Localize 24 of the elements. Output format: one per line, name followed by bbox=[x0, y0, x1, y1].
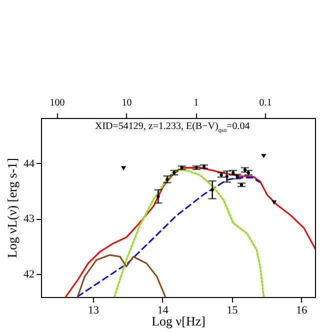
point bbox=[225, 174, 228, 178]
point bbox=[121, 166, 126, 170]
line-series bbox=[77, 176, 260, 297]
y-tick-label: 44 bbox=[24, 158, 35, 170]
line-series bbox=[77, 254, 166, 297]
x2-tick-label: 100 bbox=[50, 98, 65, 108]
point bbox=[261, 154, 266, 158]
x2-tick-label: 0.1 bbox=[259, 98, 272, 108]
x-tick-label: 16 bbox=[296, 304, 308, 316]
x-tick-label: 13 bbox=[88, 304, 100, 316]
point bbox=[210, 188, 214, 192]
annotation: XID=54129, z=1.233, E(B−V)$_{qso}$=0.04 bbox=[95, 121, 250, 134]
x2-tick-label: 1 bbox=[194, 98, 199, 108]
point bbox=[156, 194, 160, 198]
y-tick-label: 43 bbox=[24, 213, 35, 226]
x2-tick-label: 10 bbox=[122, 98, 132, 108]
point bbox=[272, 200, 277, 205]
y-tick-label: 42 bbox=[24, 268, 34, 280]
y-axis-title: Log νL(ν) [erg s-1] bbox=[4, 158, 20, 258]
x-tick-label: 14 bbox=[157, 304, 169, 316]
line-series bbox=[65, 166, 315, 297]
line-series bbox=[114, 168, 265, 297]
x-tick-label: 15 bbox=[226, 304, 238, 316]
x-axis-title: Log ν[Hz] bbox=[152, 314, 206, 328]
